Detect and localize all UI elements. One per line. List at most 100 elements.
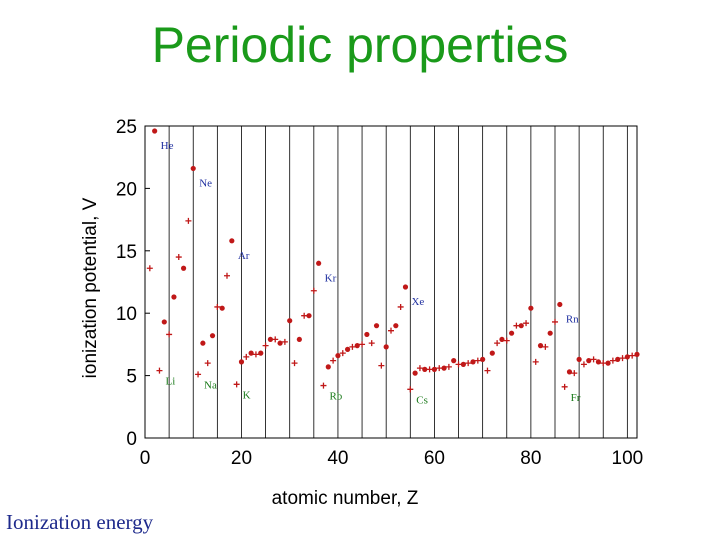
data-point bbox=[190, 165, 196, 172]
x-tick-label: 100 bbox=[612, 448, 644, 469]
data-point bbox=[224, 272, 230, 279]
y-tick-label: 0 bbox=[126, 429, 137, 450]
x-tick-label: 80 bbox=[520, 448, 541, 469]
data-point bbox=[590, 356, 597, 363]
data-point bbox=[412, 370, 418, 376]
data-point bbox=[508, 330, 515, 336]
data-point bbox=[229, 238, 235, 244]
element-label: Li bbox=[165, 376, 175, 388]
data-point bbox=[571, 370, 578, 377]
element-label: Xe bbox=[411, 296, 424, 308]
data-point bbox=[547, 330, 553, 336]
x-tick-label: 20 bbox=[231, 448, 252, 469]
data-point bbox=[499, 336, 505, 343]
element-labels: He Ne Ar Kr Xe Rn Li Na K Rb Cs Fr bbox=[161, 140, 581, 406]
data-point bbox=[378, 362, 385, 369]
data-point bbox=[465, 360, 472, 367]
element-label: He bbox=[161, 140, 174, 152]
data-point bbox=[600, 360, 607, 367]
data-point bbox=[619, 355, 626, 362]
data-point bbox=[542, 343, 549, 350]
data-point bbox=[301, 312, 308, 319]
data-point bbox=[528, 305, 534, 311]
data-point bbox=[306, 313, 312, 319]
data-point bbox=[407, 386, 414, 393]
data-point bbox=[180, 265, 187, 271]
data-point bbox=[277, 340, 283, 346]
element-label: Ar bbox=[238, 250, 250, 262]
element-label: Na bbox=[204, 379, 217, 391]
data-point bbox=[388, 327, 394, 334]
data-point bbox=[576, 356, 582, 362]
x-tick-label: 60 bbox=[424, 448, 445, 469]
data-point bbox=[368, 340, 375, 347]
data-point bbox=[267, 336, 274, 343]
data-point bbox=[243, 353, 250, 360]
data-point bbox=[609, 357, 616, 364]
data-point bbox=[532, 358, 539, 365]
data-point bbox=[258, 350, 264, 356]
data-point bbox=[426, 366, 433, 373]
data-point bbox=[152, 128, 158, 134]
data-point bbox=[580, 361, 587, 368]
data-point bbox=[310, 287, 317, 294]
data-point bbox=[474, 357, 481, 364]
data-point bbox=[480, 356, 486, 362]
data-point bbox=[354, 343, 360, 349]
data-point bbox=[595, 359, 602, 365]
data-point bbox=[518, 323, 524, 329]
data-point bbox=[451, 358, 457, 364]
y-tick-label: 10 bbox=[116, 304, 137, 325]
data-point bbox=[233, 381, 240, 388]
data-point bbox=[624, 354, 630, 360]
element-label: Fr bbox=[571, 392, 581, 404]
data-point bbox=[364, 331, 370, 338]
data-point bbox=[402, 284, 409, 290]
data-point bbox=[146, 265, 153, 272]
data-point bbox=[436, 365, 443, 372]
data-point bbox=[320, 382, 327, 389]
data-point bbox=[296, 336, 302, 343]
data-point bbox=[484, 367, 491, 374]
data-point bbox=[330, 357, 337, 364]
data-point bbox=[470, 359, 476, 365]
data-point bbox=[339, 350, 346, 357]
data-point bbox=[287, 318, 293, 324]
data-point bbox=[615, 356, 621, 362]
data-point bbox=[373, 323, 380, 329]
slide-title: Periodic properties bbox=[151, 17, 569, 73]
data-point bbox=[262, 342, 269, 349]
data-point bbox=[166, 331, 173, 338]
x-tick-label: 40 bbox=[327, 448, 348, 469]
data-point bbox=[344, 346, 351, 352]
element-label: Rn bbox=[566, 313, 579, 325]
data-point bbox=[209, 333, 216, 339]
y-tick-label: 20 bbox=[116, 179, 137, 200]
data-point bbox=[325, 364, 331, 370]
data-point bbox=[185, 217, 192, 224]
data-point bbox=[349, 343, 356, 350]
element-label: K bbox=[243, 389, 251, 401]
data-point bbox=[561, 383, 568, 390]
data-point bbox=[248, 350, 254, 356]
data-point bbox=[238, 359, 245, 365]
data-point bbox=[441, 365, 447, 371]
y-tick-label: 25 bbox=[116, 117, 137, 138]
x-axis-label: atomic number, Z bbox=[272, 488, 419, 509]
data-point bbox=[455, 361, 462, 368]
data-point bbox=[171, 294, 177, 300]
data-point bbox=[445, 363, 452, 370]
data-point bbox=[422, 366, 428, 372]
data-point bbox=[204, 360, 211, 367]
axis-ticks: 0 20 40 60 80 100 0 5 10 15 20 25 bbox=[116, 117, 643, 469]
data-point bbox=[566, 369, 573, 375]
element-label: Rb bbox=[329, 391, 342, 403]
data-point bbox=[494, 340, 501, 347]
data-point bbox=[219, 305, 225, 311]
data-point bbox=[156, 367, 163, 374]
element-label: Kr bbox=[325, 272, 337, 284]
data-point bbox=[214, 303, 221, 310]
data-point bbox=[161, 319, 167, 325]
data-point bbox=[383, 344, 389, 350]
